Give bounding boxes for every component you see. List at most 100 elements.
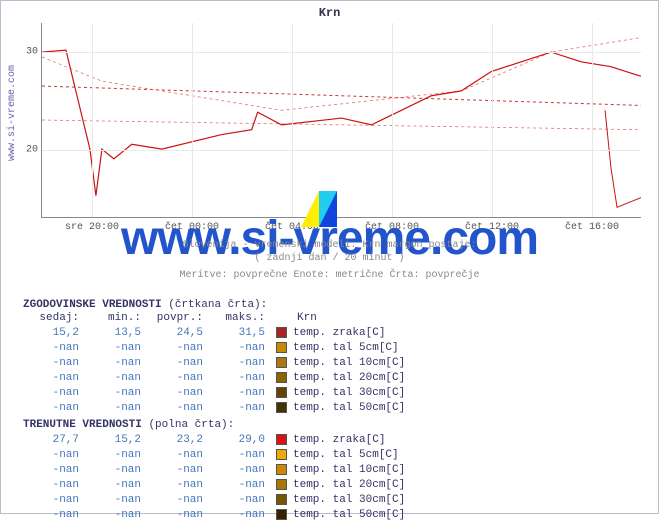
table-row: 27,715,223,229,0temp. zraka[C] [23, 433, 411, 448]
table-cell: -nan [147, 448, 209, 463]
table-cell: -nan [147, 356, 209, 371]
series-label: temp. tal 30cm[C] [291, 386, 411, 401]
caption-line: Slovenija - vremenski modeli. Krn margon… [1, 239, 658, 252]
table-cell: -nan [85, 371, 147, 386]
table-cell: 15,2 [85, 433, 147, 448]
table-cell: -nan [23, 386, 85, 401]
table-cell: 31,5 [209, 326, 271, 341]
table-cell: 13,5 [85, 326, 147, 341]
col-povpr: povpr.: [147, 311, 209, 326]
table-cell: -nan [209, 463, 271, 478]
color-swatch [276, 494, 287, 505]
color-swatch [276, 372, 287, 383]
color-swatch [276, 449, 287, 460]
x-tick: sre 20:00 [65, 222, 119, 233]
table-cell: -nan [209, 478, 271, 493]
current-body: 27,715,223,229,0temp. zraka[C]-nan-nan-n… [23, 433, 411, 523]
table-cell: -nan [85, 341, 147, 356]
caption-line: Meritve: povprečne Enote: metrične Črta:… [1, 269, 658, 282]
color-swatch [276, 342, 287, 353]
table-cell: -nan [147, 463, 209, 478]
table-cell: -nan [209, 448, 271, 463]
table-cell: -nan [209, 386, 271, 401]
caption-line: ( zadnji dan / 20 minut ) [1, 252, 658, 265]
table-cell: -nan [23, 508, 85, 523]
table-row: -nan-nan-nan-nantemp. tal 5cm[C] [23, 448, 411, 463]
x-tick: čet 12:00 [465, 222, 519, 233]
historical-section-title: ZGODOVINSKE VREDNOSTI (črtkana črta): [23, 299, 638, 311]
table-cell: -nan [23, 371, 85, 386]
table-cell: -nan [209, 401, 271, 416]
series-historical_envelope_low [42, 120, 641, 130]
table-cell: -nan [147, 341, 209, 356]
table-cell: -nan [85, 448, 147, 463]
table-cell: -nan [147, 386, 209, 401]
table-cell: -nan [85, 493, 147, 508]
color-swatch [276, 327, 287, 338]
series-label: temp. tal 20cm[C] [291, 371, 411, 386]
series-label: temp. tal 50cm[C] [291, 401, 411, 416]
x-tick: čet 00:00 [165, 222, 219, 233]
col-min: min.: [85, 311, 147, 326]
color-swatch [276, 387, 287, 398]
table-row: -nan-nan-nan-nantemp. tal 5cm[C] [23, 341, 411, 356]
series-aux_spike [605, 110, 641, 207]
series-current_air_temp [42, 50, 641, 196]
table-row: -nan-nan-nan-nantemp. tal 20cm[C] [23, 371, 411, 386]
table-cell: -nan [85, 386, 147, 401]
table-cell: -nan [209, 341, 271, 356]
series-historical_envelope_high [42, 38, 641, 111]
table-header-row: sedaj: min.: povpr.: maks.: Krn [23, 311, 411, 326]
x-tick: čet 16:00 [565, 222, 619, 233]
table-row: -nan-nan-nan-nantemp. tal 10cm[C] [23, 356, 411, 371]
color-swatch [276, 509, 287, 520]
series-label: temp. zraka[C] [291, 433, 411, 448]
table-cell: -nan [209, 493, 271, 508]
series-label: temp. tal 5cm[C] [291, 448, 411, 463]
table-cell: -nan [147, 371, 209, 386]
table-cell: 29,0 [209, 433, 271, 448]
color-swatch [276, 357, 287, 368]
table-row: -nan-nan-nan-nantemp. tal 50cm[C] [23, 508, 411, 523]
table-cell: -nan [85, 478, 147, 493]
col-maks: maks.: [209, 311, 271, 326]
color-swatch [276, 434, 287, 445]
series-label: temp. tal 50cm[C] [291, 508, 411, 523]
table-cell: -nan [23, 463, 85, 478]
data-table: sedaj: min.: povpr.: maks.: Krn 15,213,5… [23, 311, 411, 523]
table-cell: -nan [209, 508, 271, 523]
current-section-title: TRENUTNE VREDNOSTI (polna črta): [23, 419, 234, 431]
y-tick: 30 [14, 47, 38, 58]
color-swatch [276, 479, 287, 490]
series-label: temp. zraka[C] [291, 326, 411, 341]
table-row: -nan-nan-nan-nantemp. tal 20cm[C] [23, 478, 411, 493]
y-tick: 20 [14, 144, 38, 155]
chart-area: 2030sre 20:00čet 00:00čet 04:00čet 08:00… [41, 23, 641, 218]
table-row: -nan-nan-nan-nantemp. tal 10cm[C] [23, 463, 411, 478]
series-label: temp. tal 10cm[C] [291, 356, 411, 371]
chart-title: Krn [1, 6, 658, 20]
table-cell: 27,7 [23, 433, 85, 448]
table-row: -nan-nan-nan-nantemp. tal 30cm[C] [23, 386, 411, 401]
historical-body: 15,213,524,531,5temp. zraka[C]-nan-nan-n… [23, 326, 411, 416]
table-cell: -nan [23, 478, 85, 493]
table-cell: -nan [23, 448, 85, 463]
data-tables: ZGODOVINSKE VREDNOSTI (črtkana črta): se… [23, 297, 638, 523]
table-cell: -nan [23, 493, 85, 508]
chart-caption: Slovenija - vremenski modeli. Krn margon… [1, 239, 658, 282]
table-cell: -nan [147, 493, 209, 508]
table-row: -nan-nan-nan-nantemp. tal 30cm[C] [23, 493, 411, 508]
series-label: temp. tal 10cm[C] [291, 463, 411, 478]
table-cell: -nan [147, 478, 209, 493]
table-cell: 24,5 [147, 326, 209, 341]
table-cell: -nan [85, 401, 147, 416]
table-cell: -nan [147, 401, 209, 416]
table-row: -nan-nan-nan-nantemp. tal 50cm[C] [23, 401, 411, 416]
table-cell: -nan [85, 356, 147, 371]
series-label: temp. tal 5cm[C] [291, 341, 411, 356]
table-cell: -nan [23, 341, 85, 356]
table-row: 15,213,524,531,5 temp. zraka[C] [23, 326, 411, 341]
table-cell: -nan [147, 508, 209, 523]
table-cell: 15,2 [23, 326, 85, 341]
table-cell: -nan [23, 401, 85, 416]
